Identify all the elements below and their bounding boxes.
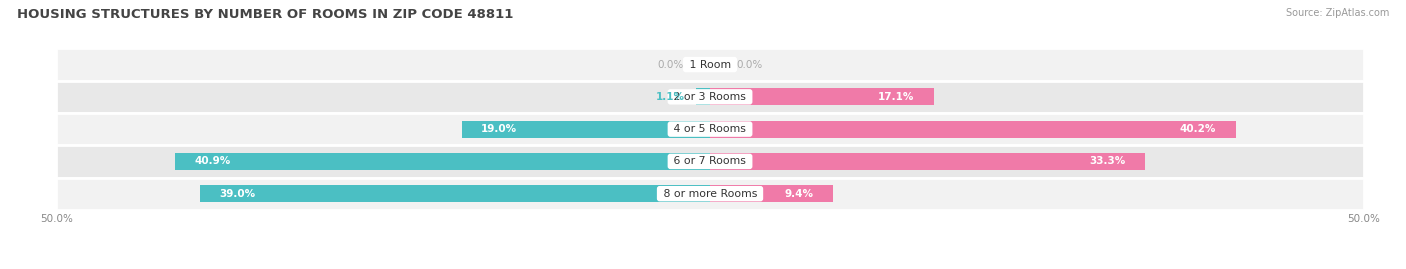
Bar bbox=[710, 185, 832, 202]
Text: 17.1%: 17.1% bbox=[877, 92, 914, 102]
Bar bbox=[56, 81, 1364, 113]
Text: 9.4%: 9.4% bbox=[785, 189, 813, 199]
Text: 1.1%: 1.1% bbox=[657, 92, 685, 102]
Bar bbox=[710, 121, 1236, 137]
Text: 0.0%: 0.0% bbox=[737, 59, 762, 70]
Text: 2 or 3 Rooms: 2 or 3 Rooms bbox=[671, 92, 749, 102]
Bar bbox=[710, 89, 934, 105]
Text: HOUSING STRUCTURES BY NUMBER OF ROOMS IN ZIP CODE 48811: HOUSING STRUCTURES BY NUMBER OF ROOMS IN… bbox=[17, 8, 513, 21]
Text: 1 Room: 1 Room bbox=[686, 59, 734, 70]
Text: 19.0%: 19.0% bbox=[481, 124, 517, 134]
Text: 40.2%: 40.2% bbox=[1180, 124, 1216, 134]
Bar bbox=[461, 121, 710, 137]
Text: 39.0%: 39.0% bbox=[219, 189, 256, 199]
Bar bbox=[56, 145, 1364, 178]
Text: 6 or 7 Rooms: 6 or 7 Rooms bbox=[671, 156, 749, 167]
Text: 0.0%: 0.0% bbox=[658, 59, 683, 70]
Bar bbox=[56, 48, 1364, 81]
Bar bbox=[56, 178, 1364, 210]
Text: Source: ZipAtlas.com: Source: ZipAtlas.com bbox=[1285, 8, 1389, 18]
Text: 33.3%: 33.3% bbox=[1090, 156, 1126, 167]
Text: 4 or 5 Rooms: 4 or 5 Rooms bbox=[671, 124, 749, 134]
Bar bbox=[176, 153, 710, 170]
Text: 40.9%: 40.9% bbox=[195, 156, 231, 167]
Text: 8 or more Rooms: 8 or more Rooms bbox=[659, 189, 761, 199]
Bar bbox=[56, 113, 1364, 145]
Bar bbox=[200, 185, 710, 202]
Bar bbox=[696, 89, 710, 105]
Bar bbox=[710, 153, 1146, 170]
